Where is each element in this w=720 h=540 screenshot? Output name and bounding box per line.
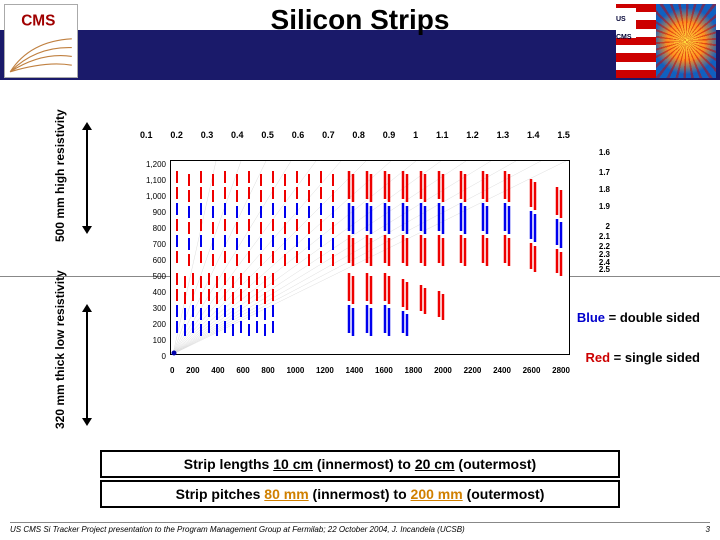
legend-blue: Blue = double sided — [577, 310, 700, 325]
page-number: 3 — [706, 525, 710, 534]
legend-red-word: Red — [585, 350, 610, 365]
legend-blue-word: Blue — [577, 310, 605, 325]
uscms-logo: USCMS — [616, 4, 716, 78]
legend-red-text: = single sided — [614, 350, 700, 365]
arrow-high — [86, 128, 88, 228]
cms-logo-svg: CMS — [8, 8, 74, 74]
detector-disc-icon — [656, 4, 716, 78]
info-strip-lengths: Strip lengths 10 cm (innermost) to 20 cm… — [100, 450, 620, 478]
tracker-chart: 0.10.20.30.40.50.60.70.80.911.11.21.31.4… — [130, 130, 580, 375]
legend-blue-text: = double sided — [609, 310, 700, 325]
label-low-resistivity: 320 mm thick low resistivity — [53, 309, 67, 429]
footer-text: US CMS Si Tracker Project presentation t… — [10, 525, 465, 534]
legend-red: Red = single sided — [585, 350, 700, 365]
us-flag-icon: USCMS — [616, 4, 656, 78]
plot-area — [170, 160, 570, 355]
header-band — [0, 30, 720, 80]
svg-text:CMS: CMS — [21, 13, 55, 30]
info-strip-pitches: Strip pitches 80 mm (innermost) to 200 m… — [100, 480, 620, 508]
label-high-resistivity: 500 mm high resistivity — [53, 122, 67, 242]
cms-logo: CMS — [4, 4, 78, 78]
slide-title: Silicon Strips — [0, 4, 720, 36]
footer: US CMS Si Tracker Project presentation t… — [10, 522, 710, 534]
plot-svg — [171, 161, 571, 356]
x-axis: 0200400600800100012001400160018002000220… — [170, 366, 570, 375]
arrow-low — [86, 310, 88, 420]
eta-top-axis: 0.10.20.30.40.50.60.70.80.911.11.21.31.4… — [130, 130, 580, 140]
